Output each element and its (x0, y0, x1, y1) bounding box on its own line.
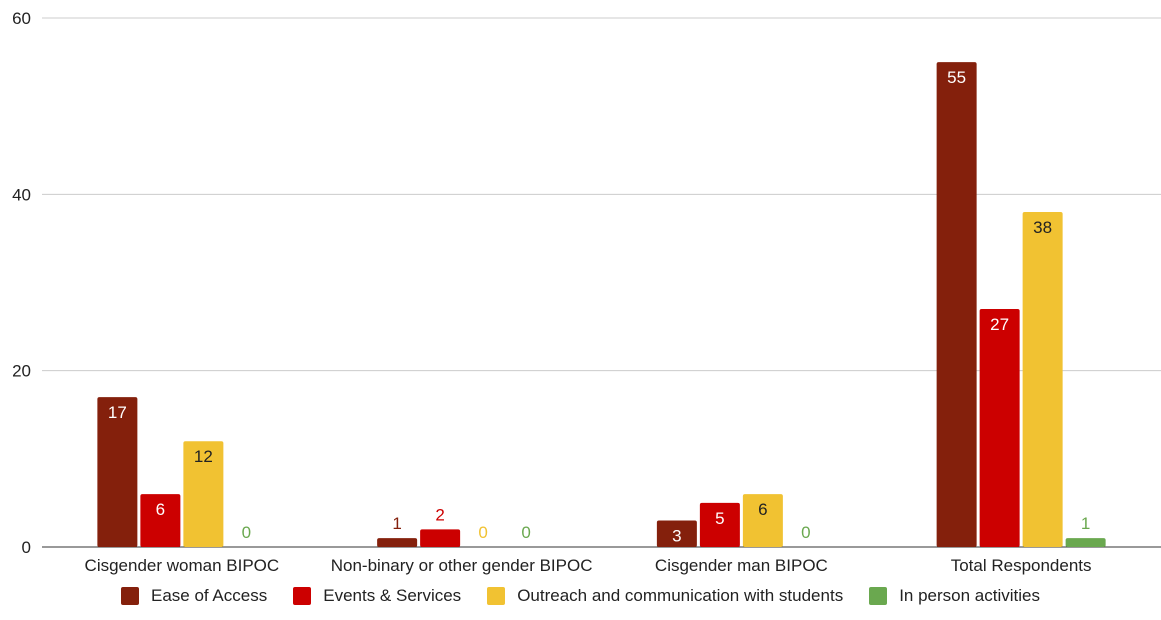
bar (377, 538, 418, 547)
legend-swatch (293, 587, 312, 605)
data-label: 38 (1033, 218, 1052, 237)
legend-item: Events & Services (293, 586, 461, 606)
data-label: 0 (478, 523, 487, 542)
bar (979, 308, 1020, 547)
legend-swatch (869, 587, 888, 605)
x-tick-label: Cisgender man BIPOC (655, 556, 828, 575)
legend-swatch (487, 587, 506, 605)
data-label: 1 (1081, 514, 1090, 533)
bar (656, 520, 697, 547)
data-label: 17 (108, 403, 127, 422)
bar (1065, 538, 1106, 547)
bar (1022, 211, 1063, 547)
data-label: 6 (156, 500, 165, 519)
legend-item: In person activities (869, 586, 1040, 606)
bar (420, 529, 461, 547)
x-tick-label: Cisgender woman BIPOC (85, 556, 280, 575)
legend-label: Events & Services (323, 586, 462, 605)
data-label: 1 (392, 514, 401, 533)
data-label: 5 (715, 509, 724, 528)
legend-swatch (121, 587, 139, 605)
y-tick-label: 40 (12, 185, 31, 204)
legend-item: Outreach and communication with students (487, 586, 843, 606)
x-tick-label: Total Respondents (951, 556, 1092, 575)
data-label: 3 (672, 527, 681, 546)
y-tick-label: 20 (12, 362, 31, 381)
data-label: 2 (435, 505, 444, 524)
data-label: 0 (521, 523, 530, 542)
y-tick-label: 0 (22, 538, 31, 557)
bar (140, 494, 181, 547)
legend-item: Ease of Access (121, 586, 267, 606)
bar (699, 502, 740, 547)
bar (936, 62, 977, 547)
data-label: 0 (242, 523, 251, 542)
data-label: 55 (947, 68, 966, 87)
data-label: 0 (801, 523, 810, 542)
data-label: 12 (194, 447, 213, 466)
legend: Ease of Access Events & Services Outreach … (0, 586, 1161, 606)
bar (97, 397, 138, 547)
data-label: 27 (990, 315, 1009, 334)
bar (742, 494, 783, 547)
y-tick-label: 60 (12, 9, 31, 28)
data-label: 6 (758, 500, 767, 519)
legend-label: Outreach and communication with students (517, 586, 844, 605)
x-tick-label: Non-binary or other gender BIPOC (331, 556, 593, 575)
legend-label: Ease of Access (151, 586, 268, 605)
legend-label: In person activities (899, 586, 1040, 605)
bar (183, 441, 224, 547)
